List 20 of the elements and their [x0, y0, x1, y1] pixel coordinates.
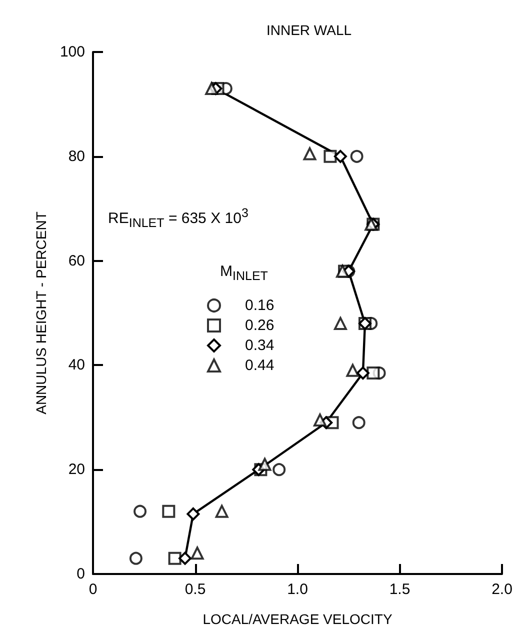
y-tick-label: 0 — [76, 566, 85, 582]
x-tick-label: 2.0 — [492, 581, 512, 598]
x-tick-label: 0.5 — [184, 581, 206, 598]
legend-label: 0.26 — [245, 317, 274, 334]
annotation: RE$_{INLET}$ = 635 X 10$^{3}$ — [108, 205, 248, 232]
chart-title: INNER WALL — [266, 22, 352, 38]
x-tick-label: 1.0 — [287, 581, 308, 598]
x-tick-label: 0 — [88, 581, 98, 598]
y-axis-title: ANNULUS HEIGHT - PERCENT — [33, 211, 49, 414]
y-tick-label: 60 — [68, 252, 85, 270]
x-tick-label: 1.5 — [389, 581, 410, 598]
legend-title: M$_{INLET}$ — [220, 263, 268, 285]
y-tick-label: 80 — [68, 148, 85, 165]
y-tick-label: 40 — [68, 356, 85, 374]
legend-label: 0.44 — [245, 357, 274, 374]
x-axis-title: LOCAL/AVERAGE VELOCITY — [202, 611, 393, 627]
legend-label: 0.16 — [245, 297, 274, 314]
y-tick-label: 100 — [60, 44, 85, 60]
y-tick-label: 20 — [68, 461, 85, 478]
legend-label: 0.34 — [245, 337, 274, 354]
